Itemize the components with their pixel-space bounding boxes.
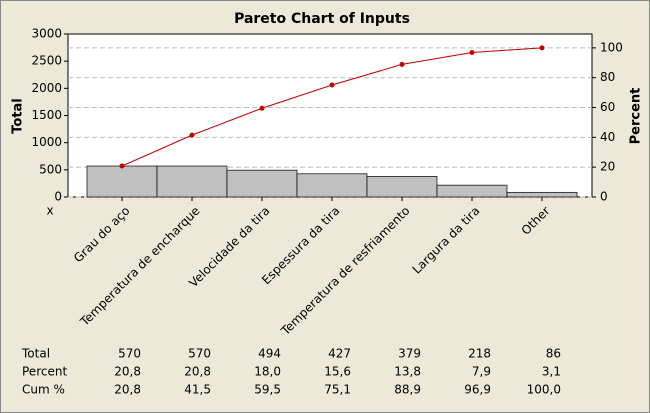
table-cell: 3,1 [542, 365, 561, 379]
y-tick-label: 500 [39, 162, 62, 176]
table-cell: 494 [258, 347, 281, 361]
table-cell: 96,9 [464, 383, 491, 397]
bar [296, 173, 368, 198]
table-row-label: Cum % [22, 383, 65, 397]
cumulative-point [399, 61, 405, 67]
y2-axis-label: Percent [629, 88, 644, 145]
y-tick-label: 2000 [31, 81, 62, 95]
y2-tick-label: 40 [600, 130, 615, 144]
table-cell: 75,1 [324, 383, 351, 397]
table-cell: 86 [546, 347, 561, 361]
cumulative-point [189, 132, 195, 138]
bar [366, 176, 438, 198]
bar [86, 165, 158, 198]
y-tick-label: 1000 [31, 135, 62, 149]
table-cell: 20,8 [184, 365, 211, 379]
bar [506, 191, 578, 198]
y-tick-label: 0 [54, 190, 62, 204]
cumulative-point [329, 82, 335, 88]
y2-tick-label: 80 [600, 70, 615, 84]
table-cell: 18,0 [254, 365, 281, 379]
table-cell: 20,8 [114, 383, 141, 397]
x-axis-label: x [46, 204, 53, 218]
y-tick-label: 1500 [31, 108, 62, 122]
y-tick-label: 2500 [31, 54, 62, 68]
table-cell: 7,9 [472, 365, 491, 379]
cumulative-point [469, 49, 475, 55]
table-cell: 59,5 [254, 383, 281, 397]
chart-title: Pareto Chart of Inputs [234, 11, 410, 27]
table-cell: 218 [468, 347, 491, 361]
cumulative-point [259, 105, 265, 111]
table-cell: 20,8 [114, 365, 141, 379]
y2-tick-label: 60 [600, 100, 615, 114]
table-cell: 427 [328, 347, 351, 361]
y-tick-label: 3000 [31, 27, 62, 41]
table-cell: 41,5 [184, 383, 211, 397]
table-cell: 15,6 [324, 365, 351, 379]
cumulative-point [539, 45, 545, 51]
y2-tick-label: 100 [600, 40, 623, 54]
table-cell: 13,8 [394, 365, 421, 379]
y-axis-label: Total [11, 98, 26, 134]
table-cell: 379 [398, 347, 421, 361]
table-cell: 100,0 [527, 383, 561, 397]
y2-tick-label: 20 [600, 160, 615, 174]
table-row-label: Percent [22, 365, 67, 379]
y2-tick-label: 0 [600, 190, 608, 204]
table-cell: 570 [118, 347, 141, 361]
cumulative-point [119, 163, 125, 169]
table-row-label: Total [21, 347, 50, 361]
bar [226, 169, 298, 198]
bar [436, 184, 508, 198]
table-cell: 88,9 [394, 383, 421, 397]
table-cell: 570 [188, 347, 211, 361]
bar [156, 165, 228, 198]
